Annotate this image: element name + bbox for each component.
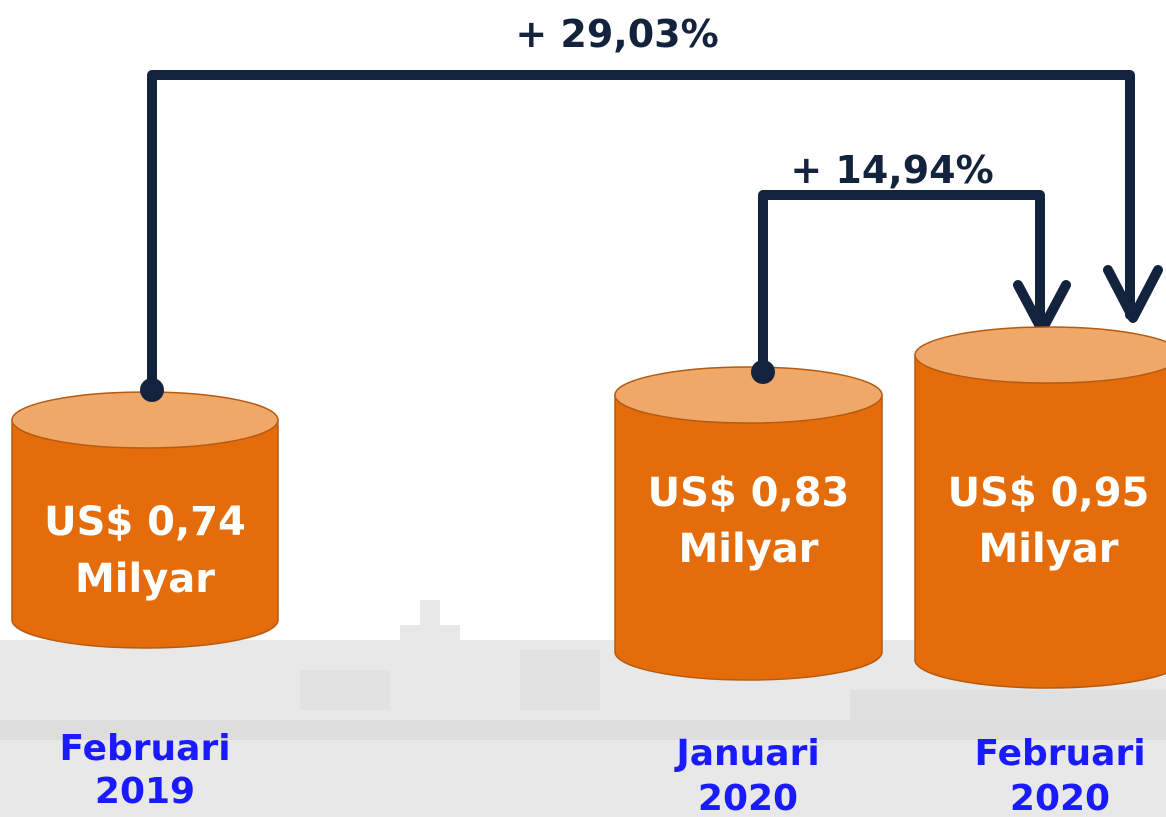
unit-label: Milyar — [75, 556, 215, 602]
cylinder-top — [614, 366, 883, 424]
change-label: + 14,94% — [790, 148, 993, 192]
period-month: Januari — [673, 733, 819, 774]
cylinder-body — [614, 394, 883, 681]
cylinder-body — [914, 354, 1166, 689]
cylinder-top — [11, 391, 279, 449]
period-month: Februari — [59, 728, 230, 769]
period-year: 2019 — [95, 771, 195, 812]
connector-dots — [140, 360, 775, 402]
unit-label: Milyar — [978, 526, 1118, 572]
period-year: 2020 — [698, 778, 798, 817]
cylinder-top — [914, 326, 1166, 384]
unit-label: Milyar — [678, 526, 818, 572]
period-year: 2020 — [1010, 778, 1110, 817]
value-label: US$ 0,95 — [948, 470, 1150, 516]
value-label: US$ 0,83 — [648, 470, 850, 516]
period-month: Februari — [974, 733, 1145, 774]
cylinder-body — [11, 419, 279, 649]
value-label: US$ 0,74 — [44, 499, 246, 545]
change-label: + 29,03% — [515, 12, 718, 56]
